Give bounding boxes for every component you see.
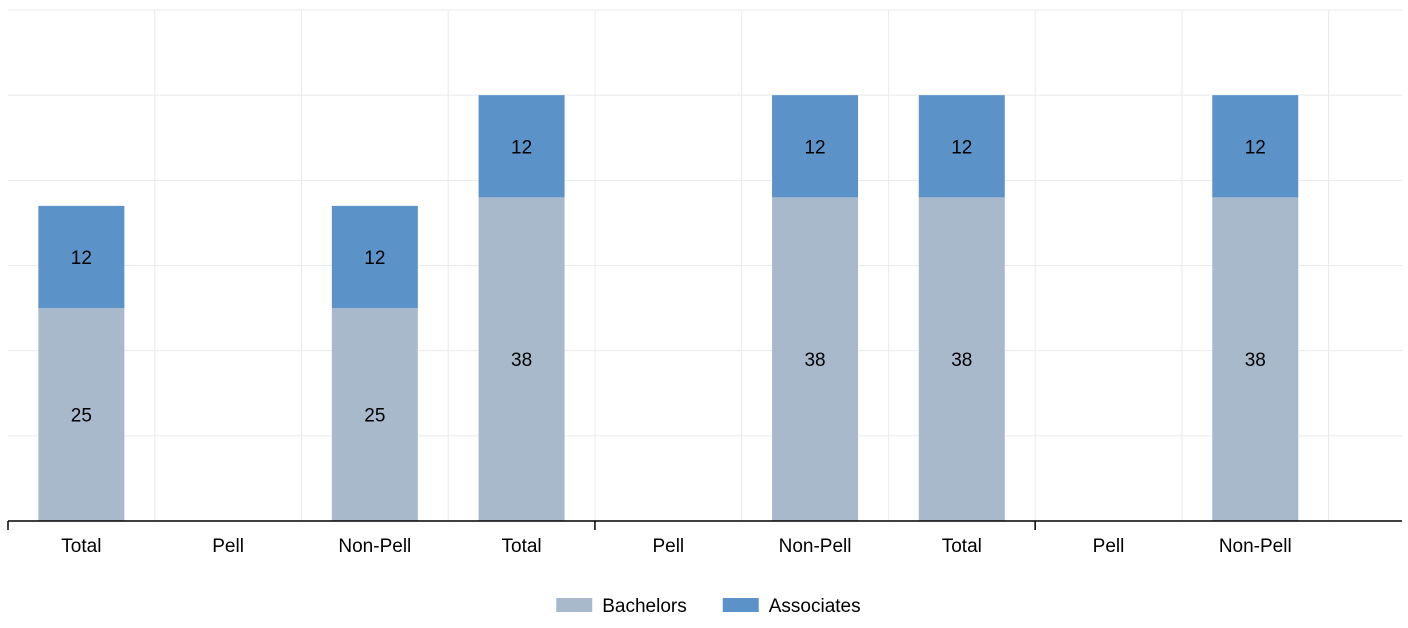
bar-associates — [331, 205, 418, 309]
legend: Bachelors Associates — [556, 596, 861, 617]
bar-bachelors — [918, 197, 1005, 521]
bar-associates — [918, 95, 1005, 198]
legend-swatch-associates — [722, 598, 759, 612]
data-label-bachelors: 25 — [71, 406, 92, 427]
bar-associates — [1212, 95, 1299, 198]
x-tick-label: Non-Pell — [338, 536, 411, 557]
bars — [38, 95, 1299, 521]
bar-bachelors — [478, 197, 565, 521]
legend-label-bachelors: Bachelors — [602, 596, 687, 617]
data-label-associates: 12 — [364, 248, 385, 269]
legend-label-associates: Associates — [769, 596, 861, 617]
bar-associates — [38, 205, 125, 309]
data-label-bachelors: 38 — [1245, 350, 1266, 371]
data-label-associates: 12 — [804, 137, 825, 158]
data-label-bachelors: 25 — [364, 406, 385, 427]
bar-bachelors — [331, 308, 418, 521]
grid — [8, 9, 1402, 521]
bar-associates — [772, 95, 859, 198]
x-tick-label: Total — [61, 536, 101, 557]
bar-bachelors — [772, 197, 859, 521]
data-label-bachelors: 38 — [804, 350, 825, 371]
x-tick-label: Pell — [212, 536, 244, 557]
x-tick-label: Pell — [1093, 536, 1125, 557]
x-tick-label: Pell — [652, 536, 684, 557]
x-axis: Total Pell Non-Pell Total Pell Non-Pell Total P… — [7, 520, 1402, 557]
bar-associates — [478, 95, 565, 198]
data-labels: 25 25 38 38 38 38 12 12 12 12 12 12 — [71, 137, 1266, 426]
bar-bachelors — [1212, 197, 1299, 521]
x-tick-label: Total — [942, 536, 982, 557]
x-tick-label: Non-Pell — [779, 536, 852, 557]
data-label-associates: 12 — [951, 137, 972, 158]
data-label-bachelors: 38 — [511, 350, 532, 371]
legend-swatch-bachelors — [556, 598, 593, 612]
x-tick-label: Total — [502, 536, 542, 557]
data-label-bachelors: 38 — [951, 350, 972, 371]
bar-bachelors — [38, 308, 125, 521]
data-label-associates: 12 — [511, 137, 532, 158]
data-label-associates: 12 — [71, 248, 92, 269]
data-label-associates: 12 — [1245, 137, 1266, 158]
x-tick-label: Non-Pell — [1219, 536, 1292, 557]
